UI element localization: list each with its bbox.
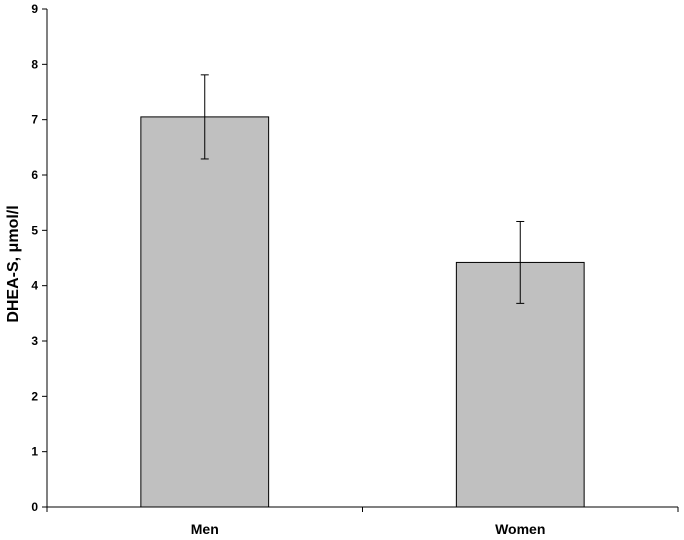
y-tick-label: 0 (31, 500, 38, 514)
error-bars (200, 74, 525, 304)
y-tick-label: 9 (31, 2, 38, 16)
y-tick-label: 1 (31, 445, 38, 459)
y-tick-label: 6 (31, 168, 38, 182)
y-axis-title: DHEA-S, μmol/l (5, 205, 22, 322)
y-tick-label: 7 (31, 113, 38, 127)
y-tick-label: 3 (31, 334, 38, 348)
y-tick-label: 5 (31, 223, 38, 237)
x-tick-label-men: Men (191, 521, 219, 537)
bar-men (140, 116, 270, 508)
x-axis (46, 506, 679, 512)
y-tick-label: 2 (31, 389, 38, 403)
y-tick-label: 4 (31, 279, 38, 293)
bars (140, 116, 585, 508)
y-axis: 0 1 2 3 4 5 6 7 8 9 (31, 2, 48, 514)
x-tick-labels: Men Women (191, 521, 546, 537)
x-tick-label-women: Women (495, 521, 545, 537)
y-tick-label: 8 (31, 57, 38, 71)
